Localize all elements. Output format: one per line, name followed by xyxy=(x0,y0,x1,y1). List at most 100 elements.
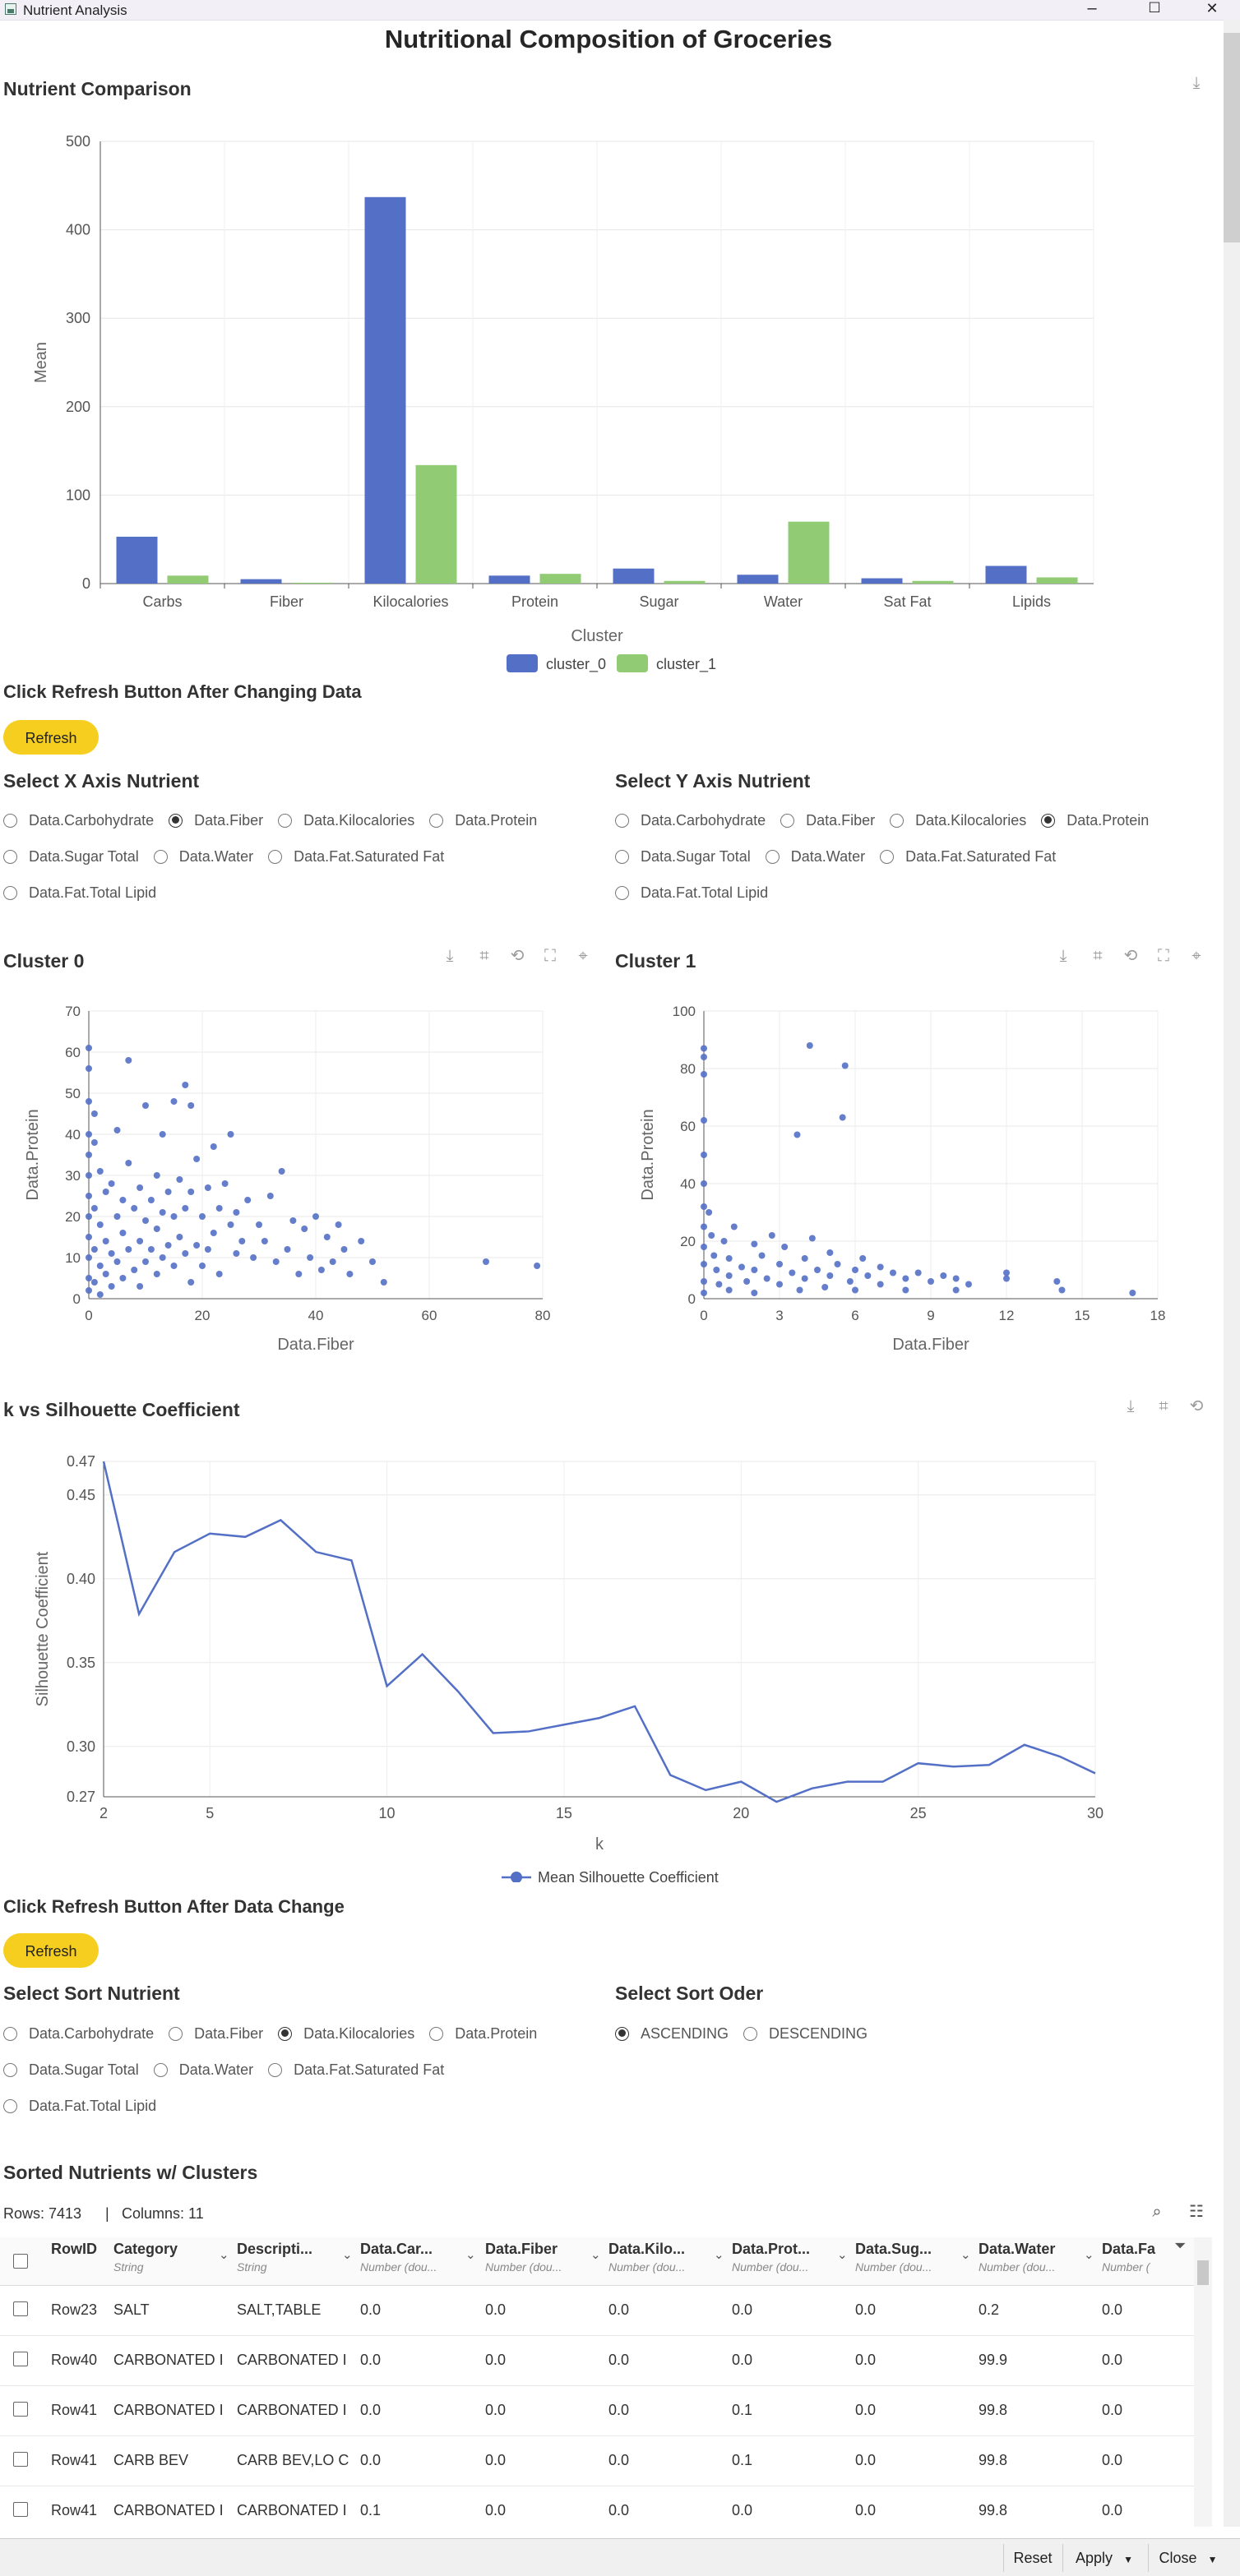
radio-circle[interactable] xyxy=(169,813,183,828)
download-icon[interactable]: ⤓ xyxy=(1127,1397,1135,1415)
radio-circle[interactable] xyxy=(615,885,629,900)
radio-circle[interactable] xyxy=(3,2026,17,2041)
radio-circle[interactable] xyxy=(3,2062,17,2077)
radio-option[interactable]: Data.Carbohydrate xyxy=(615,802,766,838)
download-icon[interactable]: ⤓ xyxy=(446,947,454,965)
restore-icon[interactable]: ⟲ xyxy=(510,947,525,965)
radio-circle[interactable] xyxy=(615,849,629,864)
table-row[interactable]: Row41 CARB BEV CARB BEV,LO C 0.0 0.0 0.0 0.1 0.… xyxy=(0,2435,1194,2486)
select-all-checkbox[interactable] xyxy=(13,2254,28,2269)
column-header[interactable]: Category String ⌄ xyxy=(113,2241,237,2282)
column-header[interactable]: Descripti... String ⌄ xyxy=(237,2241,360,2282)
radio-circle[interactable] xyxy=(615,813,629,828)
radio-option[interactable]: Data.Carbohydrate xyxy=(3,2015,154,2052)
refresh-button-1[interactable]: Refresh xyxy=(3,720,99,755)
column-header[interactable]: Data.Car... Number (dou... ⌄ xyxy=(360,2241,484,2282)
radio-option[interactable]: Data.Protein xyxy=(1041,802,1149,838)
radio-circle[interactable] xyxy=(268,2062,283,2077)
radio-option[interactable]: Data.Sugar Total xyxy=(615,838,751,875)
search-icon[interactable]: ⌕ xyxy=(1152,2203,1162,2221)
radio-option[interactable]: Data.Fiber xyxy=(169,802,263,838)
maximize-button[interactable]: ☐ xyxy=(1148,0,1161,16)
row-checkbox[interactable] xyxy=(13,2452,28,2467)
radio-circle[interactable] xyxy=(3,2098,17,2113)
radio-option[interactable]: Data.Sugar Total xyxy=(3,838,139,875)
restore-icon[interactable]: ⟲ xyxy=(1123,947,1138,965)
lasso-icon[interactable]: ⌖ xyxy=(578,947,588,965)
close-button[interactable]: Close ▼ xyxy=(1148,2544,1228,2572)
radio-option[interactable]: Data.Kilocalories xyxy=(278,802,414,838)
radio-circle[interactable] xyxy=(153,2062,168,2077)
radio-circle[interactable] xyxy=(780,813,795,828)
row-checkbox[interactable] xyxy=(13,2502,28,2517)
close-window-button[interactable]: ✕ xyxy=(1205,0,1219,16)
chevron-down-icon[interactable]: ⌄ xyxy=(714,2248,724,2262)
radio-option[interactable]: Data.Fat.Total Lipid xyxy=(3,875,156,911)
radio-circle[interactable] xyxy=(169,2026,183,2041)
radio-circle[interactable] xyxy=(429,2026,444,2041)
column-header[interactable]: Data.Kilo... Number (dou... ⌄ xyxy=(608,2241,732,2282)
radio-option[interactable]: Data.Sugar Total xyxy=(3,2052,139,2088)
minimize-button[interactable]: – xyxy=(1087,0,1097,17)
chevron-down-icon[interactable]: ⌄ xyxy=(837,2248,848,2262)
lasso-icon[interactable]: ⌖ xyxy=(1191,947,1201,965)
chevron-down-icon[interactable]: ⌄ xyxy=(590,2248,601,2262)
radio-option[interactable]: Data.Fat.Total Lipid xyxy=(615,875,768,911)
table-row[interactable]: Row40 CARBONATED I CARBONATED I 0.0 0.0 0.0 0.… xyxy=(0,2335,1194,2386)
radio-option[interactable]: Data.Fiber xyxy=(780,802,875,838)
table-scrollbar[interactable] xyxy=(1194,2237,1212,2527)
radio-option[interactable]: Data.Water xyxy=(153,2052,253,2088)
radio-option[interactable]: Data.Carbohydrate xyxy=(3,802,154,838)
radio-circle[interactable] xyxy=(278,2026,293,2041)
page-scrollbar-thumb[interactable] xyxy=(1224,33,1240,242)
settings-sliders-icon[interactable]: ☷ xyxy=(1189,2203,1204,2221)
column-header[interactable]: Data.Sug... Number (dou... ⌄ xyxy=(855,2241,979,2282)
table-row[interactable]: Row41 CARBONATED I CARBONATED I 0.0 0.0 0.0 0.… xyxy=(0,2385,1194,2436)
radio-option[interactable]: Data.Fat.Saturated Fat xyxy=(268,2052,444,2088)
chevron-down-icon[interactable]: ⌄ xyxy=(960,2248,971,2262)
radio-option[interactable]: Data.Water xyxy=(153,838,253,875)
chevron-down-icon[interactable]: ⌄ xyxy=(219,2248,229,2262)
table-row[interactable]: Row23 SALT SALT,TABLE 0.0 0.0 0.0 0.0 0.0 0.2 0.0 xyxy=(0,2285,1194,2336)
radio-circle[interactable] xyxy=(153,849,168,864)
row-checkbox[interactable] xyxy=(13,2352,28,2366)
radio-option[interactable]: Data.Fiber xyxy=(169,2015,263,2052)
column-header[interactable]: Data.Fa Number ( xyxy=(1102,2241,1194,2282)
radio-option[interactable]: Data.Protein xyxy=(429,802,537,838)
column-header[interactable]: Data.Prot... Number (dou... ⌄ xyxy=(732,2241,855,2282)
column-header[interactable]: Data.Fiber Number (dou... ⌄ xyxy=(485,2241,608,2282)
refresh-button-2[interactable]: Refresh xyxy=(3,1933,99,1968)
radio-circle[interactable] xyxy=(268,849,283,864)
column-header[interactable]: RowID xyxy=(51,2241,135,2282)
column-header[interactable]: Data.Water Number (dou... ⌄ xyxy=(979,2241,1102,2282)
apply-button[interactable]: Apply ▼ xyxy=(1062,2544,1145,2572)
radio-option[interactable]: ASCENDING xyxy=(615,2015,729,2052)
chevron-down-icon[interactable]: ⌄ xyxy=(465,2248,476,2262)
radio-circle[interactable] xyxy=(890,813,905,828)
radio-circle[interactable] xyxy=(3,849,17,864)
filter-icon[interactable]: ⏷ xyxy=(1174,2237,1187,2254)
rect-select-icon[interactable]: ⛶ xyxy=(1158,947,1169,965)
rect-select-icon[interactable]: ⛶ xyxy=(544,947,556,965)
radio-circle[interactable] xyxy=(743,2026,758,2041)
radio-circle[interactable] xyxy=(1041,813,1056,828)
restore-icon[interactable]: ⟲ xyxy=(1189,1397,1204,1415)
radio-circle[interactable] xyxy=(3,885,17,900)
radio-option[interactable]: Data.Fat.Saturated Fat xyxy=(268,838,444,875)
reset-button[interactable]: Reset xyxy=(1003,2544,1062,2572)
chevron-down-icon[interactable]: ⌄ xyxy=(1084,2248,1094,2262)
radio-circle[interactable] xyxy=(278,813,293,828)
radio-circle[interactable] xyxy=(765,849,780,864)
radio-option[interactable]: Data.Kilocalories xyxy=(890,802,1026,838)
radio-option[interactable]: Data.Protein xyxy=(429,2015,537,2052)
chevron-down-icon[interactable]: ⌄ xyxy=(342,2248,353,2262)
radio-circle[interactable] xyxy=(880,849,895,864)
radio-option[interactable]: Data.Fat.Saturated Fat xyxy=(880,838,1056,875)
radio-circle[interactable] xyxy=(429,813,444,828)
download-icon[interactable]: ⤓ xyxy=(1059,947,1067,965)
radio-option[interactable]: Data.Fat.Total Lipid xyxy=(3,2088,156,2124)
radio-circle[interactable] xyxy=(615,2026,629,2041)
radio-option[interactable]: Data.Kilocalories xyxy=(278,2015,414,2052)
radio-option[interactable]: DESCENDING xyxy=(743,2015,868,2052)
download-icon[interactable]: ⤓ xyxy=(1192,74,1201,92)
